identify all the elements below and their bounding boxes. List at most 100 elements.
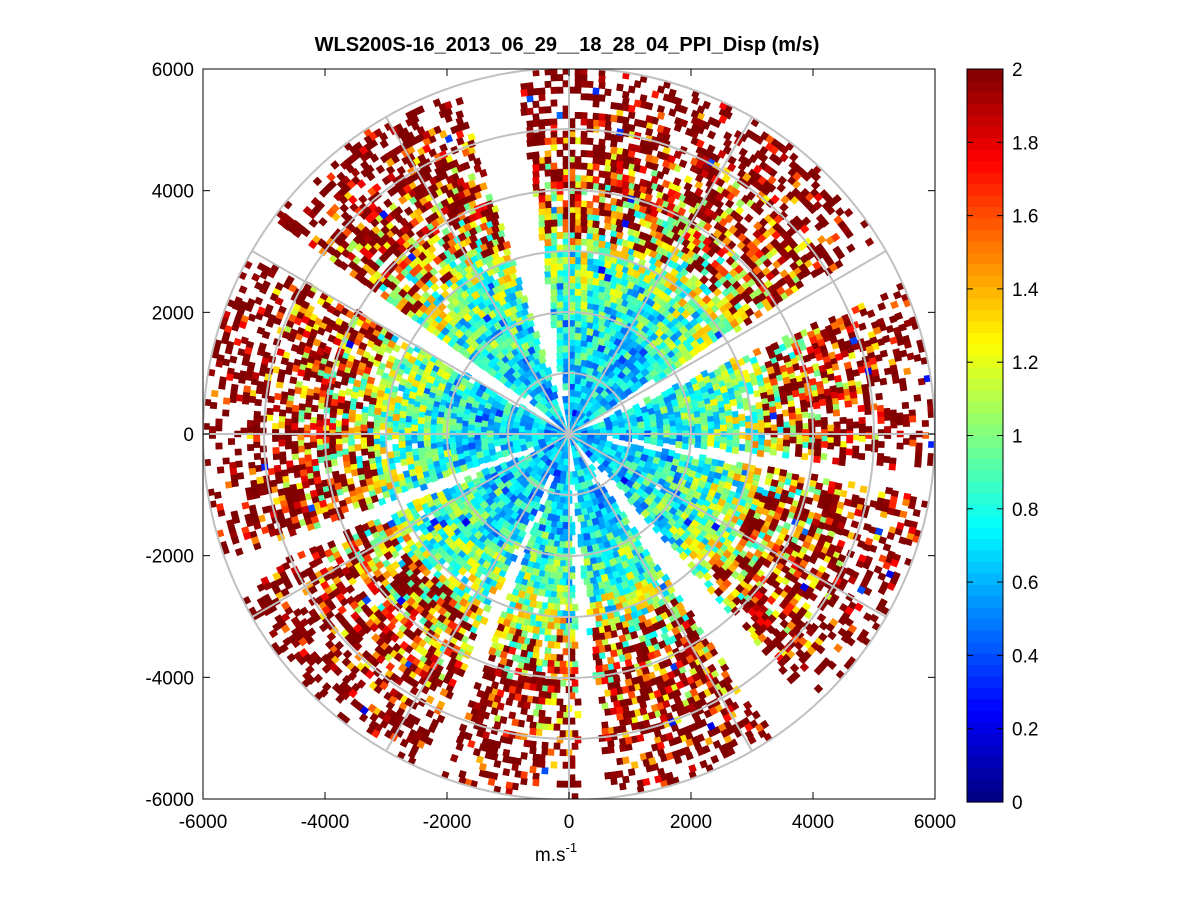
ppi-cell-group bbox=[364, 236, 772, 580]
polar-grid-spoke bbox=[251, 433, 570, 618]
ppi-cell-group bbox=[326, 157, 642, 710]
colorbar-segment bbox=[967, 114, 1003, 127]
ppi-cell-group bbox=[432, 255, 874, 779]
polar-grid-spoke bbox=[568, 250, 887, 435]
ppi-cell-group bbox=[308, 349, 318, 359]
ppi-cell-group bbox=[647, 672, 701, 720]
ppi-cell-group bbox=[771, 230, 782, 241]
chart-title: WLS200S-16_2013_06_29__18_28_04_PPI_Disp… bbox=[315, 34, 820, 56]
colorbar-segment bbox=[967, 664, 1003, 677]
colorbar-segment bbox=[967, 126, 1003, 139]
ppi-cell-group bbox=[849, 336, 859, 345]
y-tick-label: 4000 bbox=[152, 182, 194, 203]
ppi-cell-group bbox=[274, 180, 630, 306]
ppi-cell-group bbox=[354, 235, 835, 697]
ppi-cell-group bbox=[291, 267, 662, 699]
ppi-cell-group bbox=[478, 383, 683, 499]
colorbar-tick-label: 0.4 bbox=[1012, 646, 1039, 667]
ppi-cell-group bbox=[241, 131, 873, 702]
ppi-cell-group bbox=[428, 176, 843, 712]
colorbar-segment bbox=[967, 618, 1003, 631]
colorbar-tick-label: 1 bbox=[1012, 427, 1023, 448]
ppi-cell-group bbox=[754, 249, 765, 259]
colorbar-segment bbox=[967, 103, 1003, 116]
plot-area: -6000 -4000 -2000 0 2000 4000 6000 -6000 -4000 -2… bbox=[145, 60, 956, 833]
ppi-cell-group bbox=[215, 190, 682, 657]
colorbar-segment bbox=[967, 641, 1003, 654]
ppi-cell-group bbox=[366, 352, 867, 591]
colorbar-tick-label: 0.6 bbox=[1012, 573, 1038, 594]
x-tick-label: 6000 bbox=[914, 812, 956, 833]
ppi-cell-group bbox=[318, 183, 685, 693]
polar-grid-spoke bbox=[568, 433, 753, 752]
colorbar-segment bbox=[967, 183, 1003, 196]
ppi-cell-group bbox=[260, 163, 600, 535]
ppi-cell-group bbox=[293, 416, 866, 510]
ppi-cell-group bbox=[253, 207, 687, 442]
colorbar-segment bbox=[967, 572, 1003, 585]
ppi-cell-group bbox=[710, 522, 721, 532]
ppi-cell-group bbox=[248, 367, 912, 665]
ppi-cell-group bbox=[302, 190, 841, 527]
ppi-cell-group bbox=[371, 231, 803, 661]
ppi-cell-group bbox=[766, 366, 816, 656]
x-axis-label-superscript: -1 bbox=[566, 840, 578, 855]
polar-grid-spoke bbox=[385, 433, 570, 752]
colorbar-segment bbox=[967, 378, 1003, 391]
x-axis-label-main: m.s bbox=[535, 845, 566, 866]
ppi-cell-group bbox=[301, 229, 810, 704]
ppi-cell-group bbox=[592, 176, 885, 424]
colorbar-segment bbox=[967, 790, 1003, 803]
ppi-cell-group bbox=[493, 668, 503, 678]
ppi-cell-group bbox=[422, 332, 669, 510]
ppi-cell-group bbox=[424, 181, 676, 632]
ppi-cell-group bbox=[342, 227, 352, 238]
colorbar-segment bbox=[967, 595, 1003, 608]
colorbar-segment bbox=[967, 355, 1003, 368]
ppi-cell-group bbox=[615, 689, 662, 715]
ppi-cell-group bbox=[362, 175, 844, 554]
colorbar-segment bbox=[967, 721, 1003, 734]
ppi-cell-group bbox=[496, 152, 849, 711]
colorbar-segment bbox=[967, 412, 1003, 425]
x-tick-label: -2000 bbox=[423, 812, 472, 833]
ppi-cell-group bbox=[345, 168, 681, 636]
ppi-cell-group bbox=[662, 699, 671, 709]
colorbar-tick-label: 1.4 bbox=[1012, 280, 1039, 301]
colorbar-segment bbox=[967, 137, 1003, 150]
ppi-cell-group bbox=[675, 680, 685, 690]
ppi-cell-group bbox=[251, 371, 491, 740]
colorbar-segment bbox=[967, 332, 1003, 345]
ppi-cell-group bbox=[359, 246, 369, 257]
colorbar-segment bbox=[967, 561, 1003, 574]
colorbar-segment bbox=[967, 424, 1003, 437]
ppi-cell-group bbox=[235, 169, 710, 575]
colorbar-segment bbox=[967, 160, 1003, 173]
colorbar-segment bbox=[967, 229, 1003, 242]
colorbar-tick-label: 0.2 bbox=[1012, 720, 1038, 741]
ppi-cell-group bbox=[280, 137, 857, 623]
x-tick-label: 4000 bbox=[792, 812, 834, 833]
colorbar-segment bbox=[967, 91, 1003, 104]
ppi-cell-group bbox=[323, 279, 822, 439]
ppi-cell-group bbox=[361, 585, 866, 606]
ppi-cell-group bbox=[352, 174, 630, 634]
y-tick-label: -4000 bbox=[145, 668, 194, 689]
x-tick-label: -4000 bbox=[301, 812, 350, 833]
colorbar-segment bbox=[967, 504, 1003, 517]
ppi-cell-group bbox=[316, 290, 689, 731]
ppi-cell-group bbox=[281, 415, 917, 514]
ppi-cell-group bbox=[394, 114, 654, 719]
colorbar-segment bbox=[967, 676, 1003, 689]
ppi-cell-group bbox=[395, 272, 718, 716]
ppi-cell-group bbox=[399, 207, 912, 649]
ppi-cell-group bbox=[373, 128, 482, 631]
ppi-cell-group bbox=[335, 592, 346, 602]
ppi-cell-group bbox=[406, 166, 813, 750]
ppi-cell-group bbox=[772, 409, 841, 521]
colorbar-tick-label: 1.8 bbox=[1012, 133, 1038, 154]
ppi-cell-group bbox=[818, 364, 827, 373]
ppi-cell-group bbox=[622, 285, 845, 765]
ppi-cell-group bbox=[278, 177, 466, 514]
x-axis-label: m.s-1 bbox=[535, 840, 577, 866]
